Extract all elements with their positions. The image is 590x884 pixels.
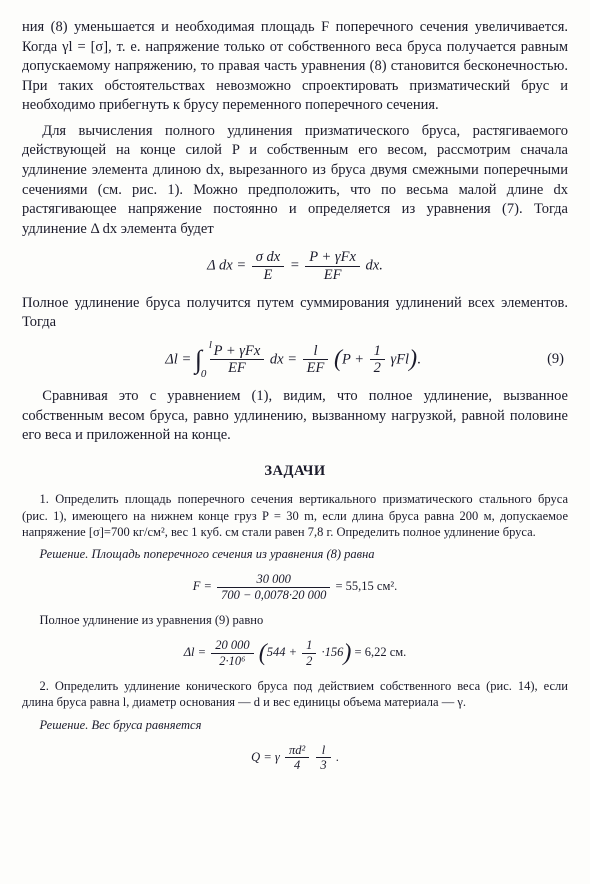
section-heading: ЗАДАЧИ: [22, 462, 568, 482]
formula-weight: Q = γ πd²4 l3 .: [22, 743, 568, 773]
paragraph: Полное удлинение бруса получится путем с…: [22, 294, 568, 333]
paragraph: ния (8) уменьшается и необходимая площад…: [22, 18, 568, 116]
formula-elongation: Δl = 20 0002·10⁶ (544 + 12 ·156) = 6,22 …: [22, 638, 568, 668]
solution-text: Полное удлинение из уравнения (9) равно: [22, 612, 568, 628]
problem-text: 1. Определить площадь поперечного сечени…: [22, 491, 568, 540]
equation-number: (9): [435, 350, 568, 370]
problem-text: 2. Определить удлинение конического брус…: [22, 678, 568, 711]
formula-area: F = 30 000700 − 0,0078·20 000 = 55,15 см…: [22, 572, 568, 602]
solution-text: Решение. Вес бруса равняется: [22, 717, 568, 733]
formula-delta-l: Δl = ∫ l 0 P + γFxEF dx = lEF (P + 12 γF…: [22, 343, 568, 377]
paragraph: Сравнивая это с уравнением (1), видим, ч…: [22, 387, 568, 446]
paragraph: Для вычисления полного удлинения призмат…: [22, 122, 568, 239]
solution-text: Решение. Площадь поперечного сечения из …: [22, 546, 568, 562]
formula-delta-dx: Δ dx = σ dxE = P + γFxEF dx.: [22, 249, 568, 283]
